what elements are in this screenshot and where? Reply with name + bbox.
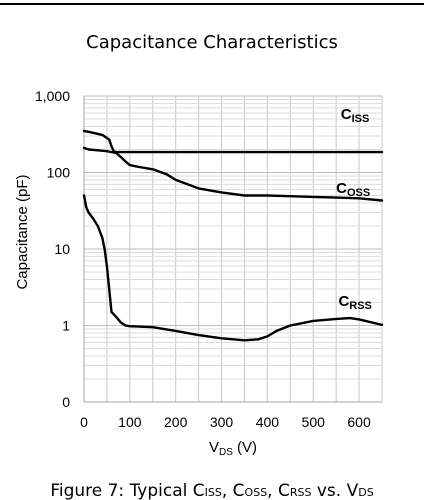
series-line-coss [82,146,384,202]
caption-part: , C [222,481,245,500]
x-tick-label: 500 [302,414,326,430]
series-label-ciss: CISS [341,106,370,125]
x-tick-label: 300 [210,414,234,430]
caption-sub: OSS [245,486,268,499]
chart-title: Capacitance Characteristics [86,32,338,53]
caption-part: , C [267,481,290,500]
x-tick-label: 400 [256,414,280,430]
caption-part: Figure 7: Typical C [50,481,204,500]
x-axis-label-sub: DS [219,447,233,458]
x-tick-label: 600 [347,414,371,430]
caption-sub: DS [358,486,373,499]
series-label-coss: COSS [336,180,370,199]
series-line-ciss [82,129,384,154]
y-axis-label: Capacitance (pF) [14,174,31,289]
x-tick-label: 100 [118,414,142,430]
y-tick-label: 10 [54,241,70,257]
caption-sub: ISS [205,486,222,499]
y-tick-label: 1 [62,318,70,334]
x-axis-label: VDS (V) [209,439,257,458]
caption-part: vs. V [311,481,358,500]
x-axis-label-unit: (V) [233,439,257,456]
y-tick-label: 1,000 [35,88,70,104]
series-labels: CISS COSS CRSS [336,106,372,312]
caption-sub: RSS [290,486,312,499]
grid-lines [83,95,383,403]
x-tick-label: 0 [80,414,88,430]
top-rule [0,3,424,5]
x-axis-label-main: V [209,439,219,456]
series-lines [82,129,384,342]
figure-caption: Figure 7: Typical CISS, COSS, CRSS vs. V… [50,481,373,500]
y-tick-label: 100 [47,165,71,181]
tick-labels: 0 100 200 300 400 500 600 0 1 10 100 1,000 [35,88,371,430]
y-tick-label: 0 [62,394,70,410]
series-line-crss [82,194,384,342]
x-tick-label: 200 [164,414,188,430]
series-label-crss: CRSS [338,293,371,312]
